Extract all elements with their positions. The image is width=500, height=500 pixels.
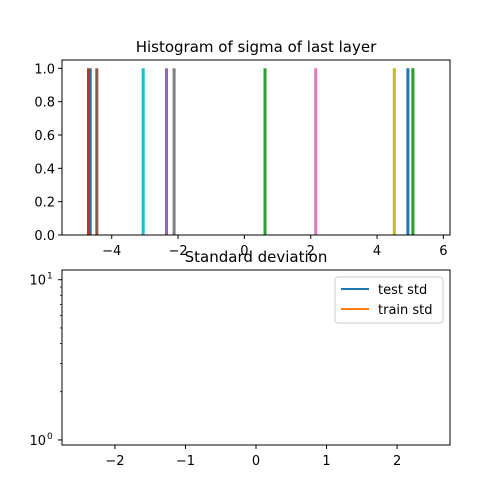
std-xtick-label: 2 (393, 454, 401, 469)
histogram-title: Histogram of sigma of last layer (136, 38, 377, 56)
histogram-ticks: −4 −2 0 2 4 6 0.0 0.2 0.4 0.6 0.8 1.0 (34, 62, 447, 259)
histogram-xtick-label: 6 (439, 244, 447, 259)
histogram-ytick-label: 0.8 (34, 96, 55, 111)
histogram-bar-7 (172, 68, 176, 235)
histogram-bar-2 (263, 68, 267, 235)
std-ytick-label: 10 (29, 434, 46, 449)
histogram-bar-3 (87, 68, 90, 235)
histogram-xtick-label: 0 (240, 244, 248, 259)
legend-label-train-std: train std (378, 303, 433, 318)
histogram-xtick-label: 4 (373, 244, 381, 259)
histogram-axes-frame (61, 59, 451, 236)
histogram-bars (87, 68, 415, 235)
std-ytick-exponent: 1 (47, 272, 53, 282)
histogram-bar-4 (165, 68, 168, 235)
std-xtick-label: 0 (252, 454, 260, 469)
histogram-bar-0 (88, 68, 92, 235)
histogram-bar-6 (314, 68, 318, 235)
std-ytick-exponent: 0 (47, 432, 53, 442)
histogram-ytick-label: 0.2 (34, 196, 55, 211)
std-xtick-label: −1 (176, 454, 195, 469)
std-ytick-label: 10 (29, 274, 46, 289)
histogram-ytick-label: 1.0 (34, 62, 55, 77)
std-title: Standard deviation (185, 248, 328, 266)
histogram-ytick-label: 0.4 (34, 162, 55, 177)
histogram-ytick-label: 0.0 (34, 229, 55, 244)
histogram-bar-9 (141, 68, 145, 235)
std-legend: test std train std (334, 276, 444, 324)
histogram-ytick-label: 0.6 (34, 129, 55, 144)
histogram-xtick-label: −4 (102, 244, 121, 259)
histogram-chart: Histogram of sigma of last layer −4 −2 0 2 4… (34, 38, 451, 259)
histogram-bar-5 (95, 68, 99, 235)
histogram-xtick-label: −2 (168, 244, 187, 259)
histogram-bar-11 (411, 68, 415, 235)
histogram-bar-8 (392, 68, 396, 235)
std-xtick-label: 1 (322, 454, 330, 469)
histogram-xtick-label: 2 (307, 244, 315, 259)
histogram-bar-10 (406, 68, 410, 235)
legend-label-test-std: test std (378, 283, 427, 298)
std-xtick-label: −2 (105, 454, 124, 469)
